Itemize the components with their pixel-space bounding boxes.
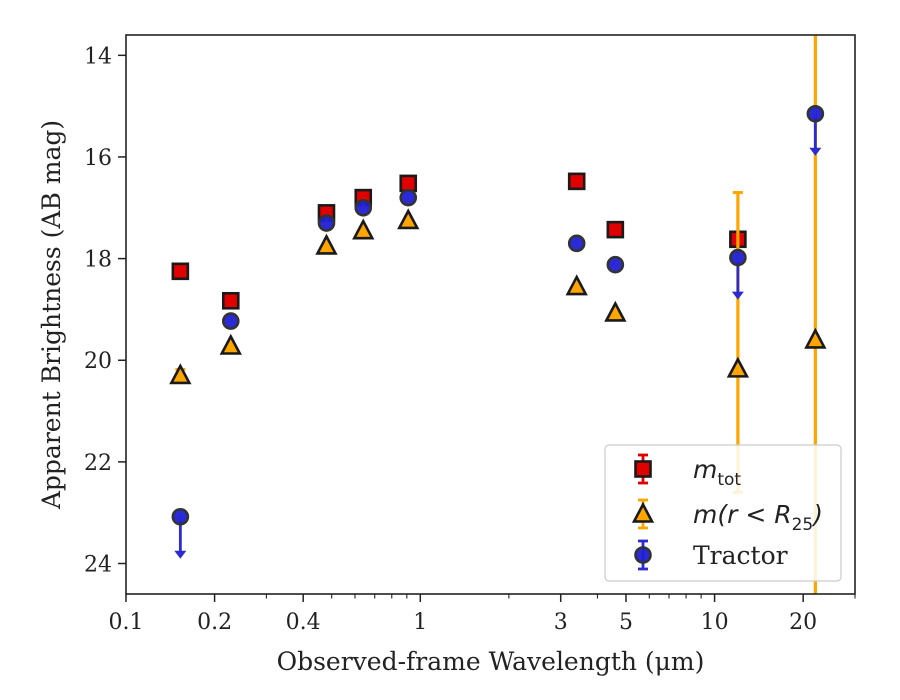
x-tick-label: 20 bbox=[789, 610, 817, 635]
data-point-mr25 bbox=[631, 501, 655, 523]
series-mtot bbox=[171, 172, 747, 310]
data-point-mr25 bbox=[565, 274, 588, 296]
y-tick-label: 14 bbox=[84, 44, 112, 69]
x-tick-label: 10 bbox=[701, 610, 729, 635]
data-point-tractor bbox=[634, 546, 652, 564]
data-point-mr25 bbox=[726, 356, 750, 378]
data-point-mtot bbox=[221, 291, 240, 310]
data-point-mr25 bbox=[169, 363, 192, 385]
x-tick-label: 1 bbox=[413, 610, 427, 635]
y-axis-label: Apparent Brightness (AB mag) bbox=[37, 120, 66, 510]
x-tick-label: 5 bbox=[619, 610, 633, 635]
x-tick-label: 3 bbox=[554, 610, 568, 635]
legend-mtot-base: m bbox=[693, 455, 717, 484]
legend-markers bbox=[631, 453, 655, 571]
legend-mr25-tail: ) bbox=[811, 500, 823, 529]
x-tick-label: 0.2 bbox=[197, 610, 232, 635]
data-point-mtot bbox=[171, 262, 190, 281]
y-tick-label: 24 bbox=[84, 553, 112, 578]
data-point-mr25 bbox=[352, 218, 375, 240]
data-point-mr25 bbox=[804, 327, 827, 349]
tick-layer: 0.1 0.2 0.4 1 3 5 10 20 14 16 18 20 22 24 bbox=[84, 44, 856, 635]
y-tick-label: 16 bbox=[84, 146, 112, 171]
plot-frame bbox=[125, 34, 856, 595]
x-tick-label: 0.4 bbox=[286, 610, 321, 635]
data-point-mr25 bbox=[315, 233, 338, 255]
data-point-mtot bbox=[567, 172, 586, 191]
data-point-mtot bbox=[399, 174, 418, 193]
legend-mr25-sub: 25 bbox=[792, 515, 814, 535]
legend-mtot-sub: tot bbox=[717, 470, 741, 490]
upper-limit-arrowhead bbox=[731, 291, 744, 300]
legend-entry-mr25: m(r < R25) bbox=[693, 500, 823, 535]
y-tick-label: 18 bbox=[84, 248, 112, 273]
legend-entry-mtot: mtot bbox=[693, 455, 741, 490]
y-tick-label: 22 bbox=[84, 451, 112, 476]
data-point-mr25 bbox=[397, 208, 420, 230]
data-point-mr25 bbox=[604, 300, 627, 322]
data-point-mtot bbox=[634, 460, 652, 478]
legend: mtot m(r < R25) Tractor bbox=[604, 444, 842, 582]
x-axis-label: Observed-frame Wavelength (μm) bbox=[277, 647, 705, 676]
data-point-mr25 bbox=[219, 333, 242, 355]
upper-limit-arrowhead bbox=[174, 550, 187, 559]
legend-box bbox=[604, 444, 842, 582]
y-tick-label: 20 bbox=[84, 349, 112, 374]
data-point-mtot bbox=[606, 220, 625, 239]
legend-mr25-base: m(r < R bbox=[693, 500, 792, 529]
series-tractor bbox=[171, 104, 825, 559]
x-tick-label: 0.1 bbox=[109, 610, 144, 635]
legend-entry-tractor: Tractor bbox=[693, 541, 788, 570]
upper-limit-arrowhead bbox=[809, 147, 822, 156]
